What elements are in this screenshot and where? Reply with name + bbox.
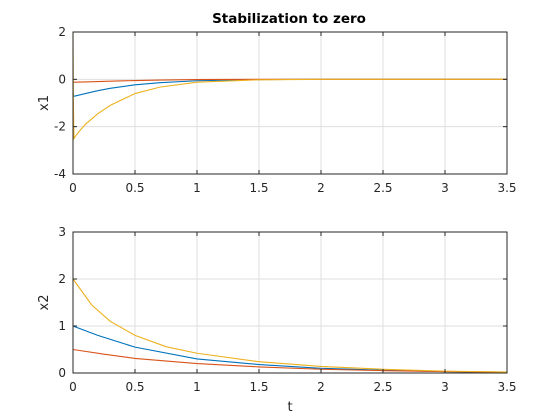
series-line-3 <box>73 278 507 373</box>
x-tick-label: 1.5 <box>249 181 268 195</box>
y-tick-label: -2 <box>54 120 66 134</box>
x-tick-label: 3.5 <box>497 380 516 394</box>
y-tick-label: 3 <box>58 225 66 239</box>
x-tick-label: 0.5 <box>125 181 144 195</box>
subplot-x1: 0 0.5 1 1.5 2 2.5 3 3.5 -4 -2 0 2 x1 <box>37 25 517 195</box>
series-group <box>73 34 507 141</box>
x-tick-label: 2 <box>317 380 325 394</box>
x-tick-label: 1 <box>193 181 201 195</box>
x-tick-label: 1 <box>193 380 201 394</box>
subplot-x2: 0 0.5 1 1.5 2 2.5 3 3.5 0 1 2 3 x2 t <box>37 225 517 415</box>
y-tick-label: 2 <box>58 272 66 286</box>
y-axis-label: x2 <box>37 295 52 311</box>
axes-frame <box>72 231 508 374</box>
y-tick-label: -4 <box>54 167 66 181</box>
chart-title: Stabilization to zero <box>212 11 366 27</box>
y-tick-label: 0 <box>58 72 66 86</box>
series-line-2 <box>73 348 507 373</box>
x-tick-label: 3 <box>441 181 449 195</box>
axes-frame <box>72 31 508 175</box>
y-axis-label: x1 <box>37 95 52 111</box>
x-axis-label: t <box>287 400 292 415</box>
x-tick-label: 0 <box>69 380 77 394</box>
x-tick-label: 2 <box>317 181 325 195</box>
x-tick-label: 3.5 <box>497 181 516 195</box>
x-tick-label: 3 <box>441 380 449 394</box>
x-tick-label: 2.5 <box>373 380 392 394</box>
y-tick-label: 1 <box>58 319 66 333</box>
series-group <box>73 278 507 373</box>
series-line-3 <box>73 34 507 141</box>
y-tick-label: 2 <box>58 25 66 39</box>
x-tick-label: 0 <box>69 181 77 195</box>
x-tick-label: 2.5 <box>373 181 392 195</box>
y-tick-label: 0 <box>58 366 66 380</box>
x-tick-label: 0.5 <box>125 380 144 394</box>
x-tick-label: 1.5 <box>249 380 268 394</box>
